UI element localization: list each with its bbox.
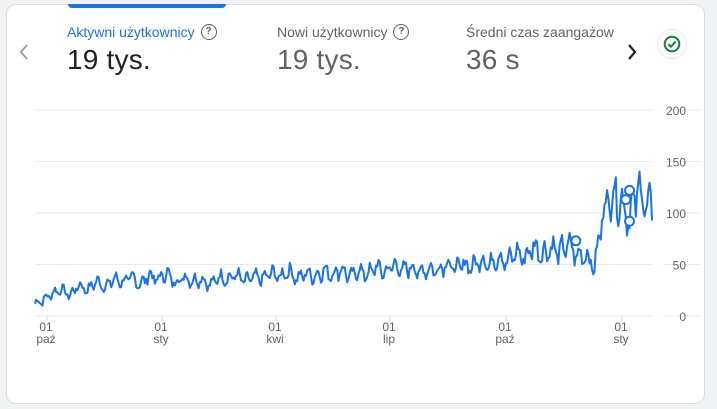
help-icon[interactable]: ? xyxy=(393,24,410,40)
x-tick-month: paź xyxy=(495,332,514,346)
x-tick-month: sty xyxy=(613,332,628,346)
chevron-left-icon xyxy=(19,44,28,60)
metric-label: Nowi użytkownicy xyxy=(277,24,388,40)
data-line xyxy=(34,170,653,307)
annotation-marker[interactable] xyxy=(624,184,636,196)
x-tick-month: kwi xyxy=(266,332,283,346)
status-check-button[interactable] xyxy=(657,29,687,59)
annotation-marker[interactable] xyxy=(570,235,582,247)
metric-tab-avg-engagement[interactable]: Średni czas zaangażow 36 s xyxy=(466,24,614,76)
metric-label: Średni czas zaangażow xyxy=(466,24,614,40)
active-tab-indicator xyxy=(68,4,226,8)
help-icon[interactable]: ? xyxy=(200,24,217,40)
x-tick-day: 01 xyxy=(154,320,168,334)
metric-label: Aktywni użytkownicy xyxy=(67,24,195,40)
metric-tab-new-users[interactable]: Nowi użytkownicy? 19 tys. xyxy=(277,24,410,76)
x-tick-day: 01 xyxy=(498,320,512,334)
y-tick-label: 150 xyxy=(666,156,686,170)
annotation-marker[interactable] xyxy=(620,194,632,206)
x-tick-day: 01 xyxy=(382,320,396,334)
chevron-right-icon xyxy=(628,44,637,60)
y-tick-label: 50 xyxy=(673,259,687,273)
prev-metrics-button[interactable] xyxy=(14,42,34,66)
y-tick-label: 0 xyxy=(679,310,686,324)
metrics-card xyxy=(6,4,705,404)
x-tick-month: lip xyxy=(383,332,395,346)
next-metrics-button[interactable] xyxy=(622,42,642,66)
x-tick-day: 01 xyxy=(614,320,628,334)
metric-value: 19 tys. xyxy=(67,44,151,75)
metric-tab-active-users[interactable]: Aktywni użytkownicy? 19 tys. xyxy=(67,24,217,76)
x-tick-month: paź xyxy=(36,332,55,346)
x-tick-day: 01 xyxy=(268,320,282,334)
x-tick-day: 01 xyxy=(39,320,53,334)
metric-value: 19 tys. xyxy=(277,44,361,75)
y-tick-label: 200 xyxy=(666,104,686,118)
check-circle-icon xyxy=(663,35,681,53)
annotation-marker[interactable] xyxy=(624,215,636,227)
metric-value: 36 s xyxy=(466,44,520,75)
x-tick-month: sty xyxy=(153,332,168,346)
y-tick-label: 100 xyxy=(666,207,686,221)
